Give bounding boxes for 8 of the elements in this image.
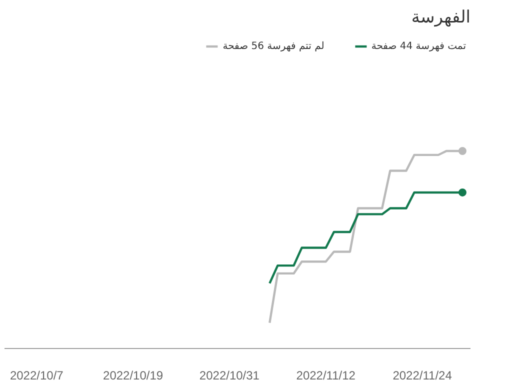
- x-tick-label: 2022/10/19: [103, 368, 164, 382]
- x-tick-label: 2022/11/24: [392, 368, 452, 382]
- x-tick-label: 2022/10/7: [10, 368, 64, 382]
- x-tick-label: 2022/10/31: [199, 368, 260, 382]
- legend-label: لم تتم فهرسة 56 صفحة: [222, 40, 324, 52]
- legend-label: تمت فهرسة 44 صفحة: [371, 40, 466, 52]
- chart-title: الفهرسة: [411, 8, 470, 28]
- x-tick-label: 2022/11/12: [296, 368, 356, 382]
